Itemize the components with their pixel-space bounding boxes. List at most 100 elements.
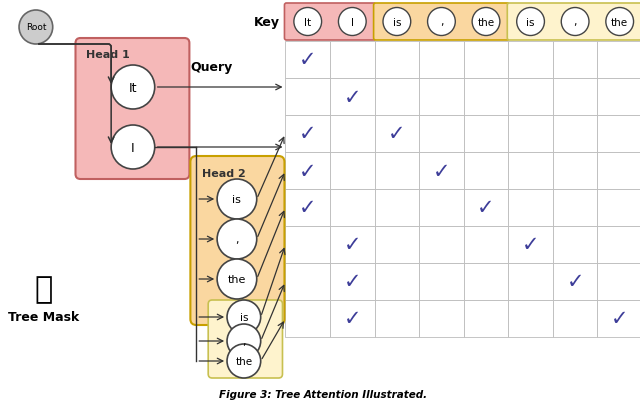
Bar	[285, 42, 330, 79]
Bar	[597, 42, 640, 79]
Bar	[597, 263, 640, 300]
Bar	[464, 116, 508, 153]
Circle shape	[339, 9, 366, 36]
Circle shape	[516, 9, 545, 36]
Bar	[553, 300, 597, 337]
Circle shape	[561, 9, 589, 36]
Text: ✓: ✓	[299, 161, 317, 181]
Bar	[553, 190, 597, 226]
Circle shape	[227, 324, 260, 358]
Bar	[374, 116, 419, 153]
FancyBboxPatch shape	[284, 4, 376, 41]
Bar	[419, 116, 464, 153]
Bar	[374, 190, 419, 226]
Text: ✓: ✓	[522, 235, 540, 255]
Bar	[285, 79, 330, 116]
Text: ✓: ✓	[299, 124, 317, 144]
Text: the: the	[228, 274, 246, 284]
Text: the: the	[611, 17, 628, 28]
FancyBboxPatch shape	[374, 4, 509, 41]
Bar	[285, 153, 330, 190]
Text: I: I	[351, 17, 354, 28]
Text: Head 2: Head 2	[202, 168, 246, 179]
Bar	[508, 153, 553, 190]
FancyBboxPatch shape	[208, 300, 282, 378]
Bar	[508, 42, 553, 79]
Text: ,: ,	[235, 234, 239, 244]
Bar	[508, 226, 553, 263]
Circle shape	[428, 9, 455, 36]
Text: is: is	[232, 194, 241, 205]
Bar	[464, 42, 508, 79]
Bar	[330, 79, 374, 116]
Bar	[285, 263, 330, 300]
Circle shape	[111, 66, 155, 110]
Circle shape	[606, 9, 634, 36]
Bar	[285, 300, 330, 337]
Bar	[597, 79, 640, 116]
Text: ,: ,	[573, 17, 577, 28]
Bar	[374, 153, 419, 190]
Bar	[419, 79, 464, 116]
Bar	[464, 190, 508, 226]
Bar	[553, 263, 597, 300]
Text: is: is	[392, 17, 401, 28]
Circle shape	[217, 220, 257, 259]
Text: is: is	[239, 312, 248, 322]
Bar	[330, 153, 374, 190]
Bar	[330, 263, 374, 300]
Bar	[464, 153, 508, 190]
Text: ,: ,	[242, 336, 246, 346]
Text: Tree Mask: Tree Mask	[8, 311, 79, 324]
FancyBboxPatch shape	[508, 4, 640, 41]
Text: It: It	[129, 81, 137, 94]
Bar	[419, 42, 464, 79]
Bar	[597, 153, 640, 190]
Text: ✓: ✓	[433, 161, 450, 181]
Bar	[464, 226, 508, 263]
Bar	[464, 79, 508, 116]
Text: 🌲: 🌲	[35, 275, 53, 304]
Bar	[553, 42, 597, 79]
Bar	[419, 190, 464, 226]
Text: Head 1: Head 1	[86, 50, 130, 60]
Text: ✓: ✓	[299, 198, 317, 218]
Circle shape	[294, 9, 322, 36]
Text: ✓: ✓	[299, 50, 317, 70]
Circle shape	[472, 9, 500, 36]
Bar	[374, 300, 419, 337]
Bar	[508, 190, 553, 226]
Text: ,: ,	[440, 17, 443, 28]
Bar	[285, 116, 330, 153]
FancyBboxPatch shape	[76, 39, 189, 179]
Bar	[419, 153, 464, 190]
Bar	[464, 263, 508, 300]
Text: ✓: ✓	[566, 272, 584, 292]
Bar	[553, 116, 597, 153]
Text: ✓: ✓	[344, 272, 361, 292]
FancyBboxPatch shape	[190, 157, 284, 325]
Text: ✓: ✓	[477, 198, 495, 218]
Text: is: is	[526, 17, 535, 28]
Bar	[285, 226, 330, 263]
Bar	[508, 116, 553, 153]
Text: ✓: ✓	[611, 309, 628, 329]
Text: ✓: ✓	[344, 309, 361, 329]
Bar	[419, 226, 464, 263]
Bar	[553, 153, 597, 190]
Bar	[374, 226, 419, 263]
Text: It: It	[304, 17, 311, 28]
Bar	[285, 190, 330, 226]
Bar	[464, 300, 508, 337]
Circle shape	[217, 259, 257, 299]
Bar	[553, 226, 597, 263]
Circle shape	[227, 300, 260, 334]
Text: ✓: ✓	[344, 235, 361, 255]
Bar	[330, 300, 374, 337]
Circle shape	[217, 179, 257, 220]
Bar	[597, 300, 640, 337]
Text: Key: Key	[253, 16, 280, 29]
Text: ✓: ✓	[344, 87, 361, 107]
Bar	[597, 116, 640, 153]
Text: Query: Query	[190, 61, 232, 74]
